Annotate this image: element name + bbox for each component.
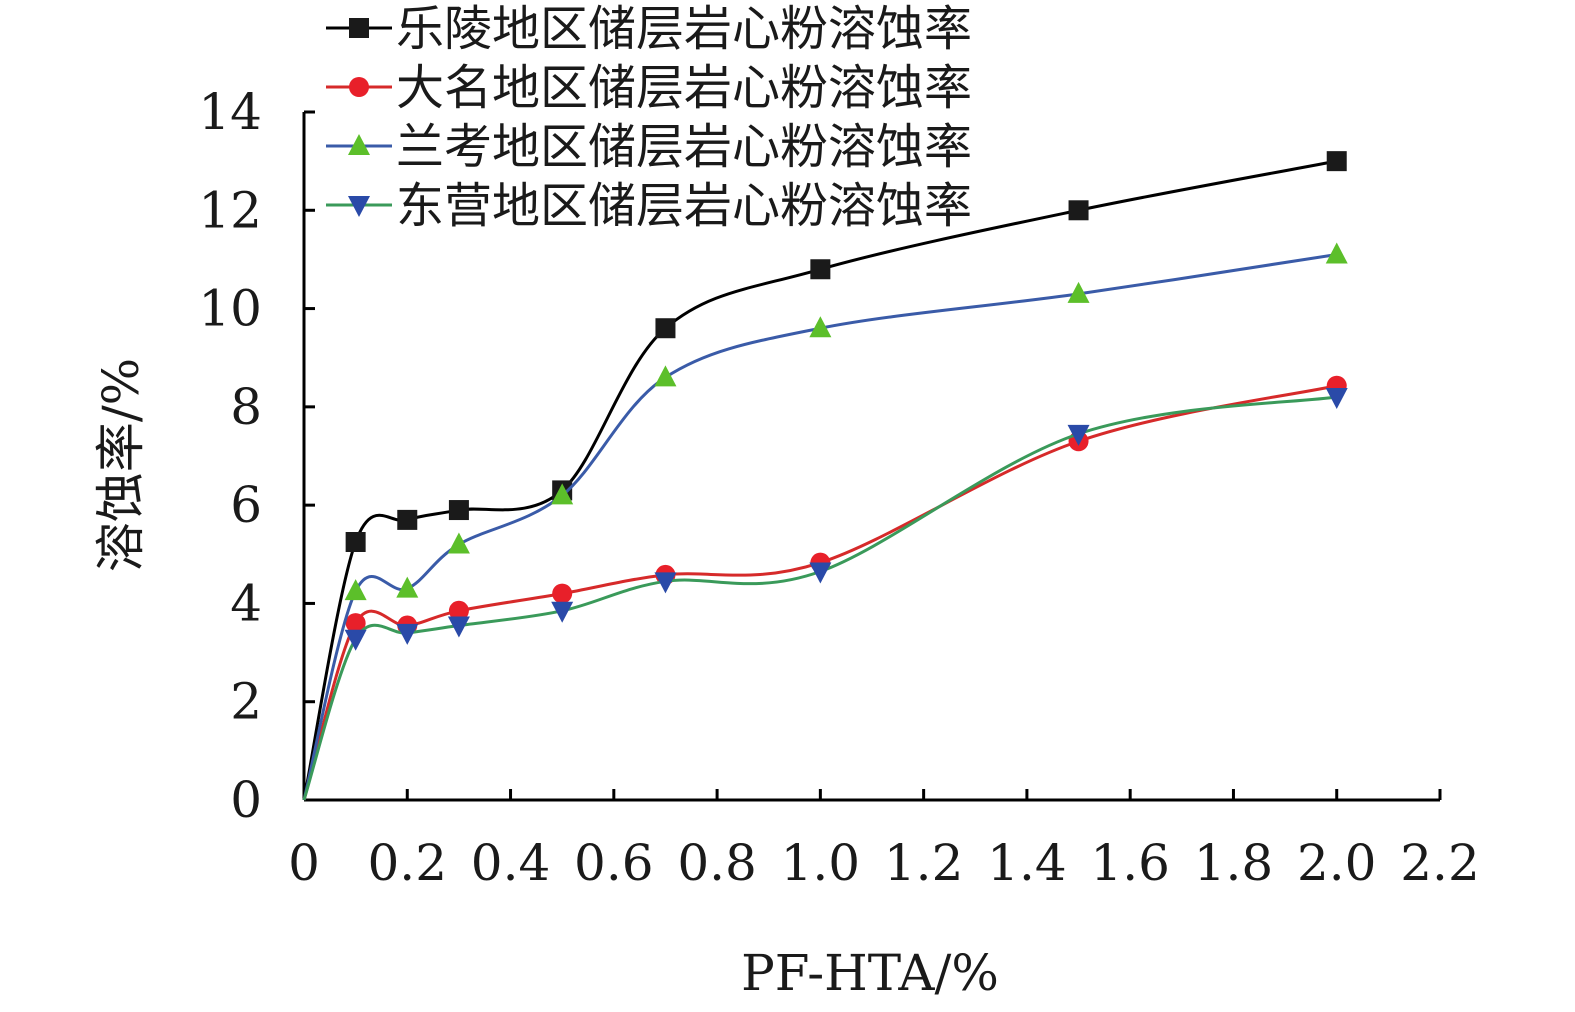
data-point (344, 579, 367, 601)
series-line (302, 159, 1338, 801)
x-tick-label: 0.6 (574, 834, 654, 892)
legend-item-4: 东营地区储层岩心粉溶蚀率 (326, 178, 972, 234)
y-tick-label: 12 (198, 181, 262, 239)
axes: 0 0.2 0.4 0.6 0.8 1.0 1.2 1.4 1.6 1.8 2.0 2.2 0 2 4 6 8 1… (198, 83, 1479, 892)
legend-label: 东营地区储层岩心粉溶蚀率 (396, 178, 972, 234)
x-tick-label: 0.8 (677, 834, 757, 892)
y-axis-title: 溶蚀率/% (92, 358, 150, 572)
data-point (1068, 200, 1089, 221)
x-tick-label: 1.6 (1090, 834, 1170, 892)
x-tick-label: 0.4 (471, 834, 551, 892)
series-1 (302, 151, 1347, 801)
legend-marker (348, 196, 370, 217)
data-point (654, 365, 677, 387)
x-tick-label: 1.0 (781, 834, 861, 892)
x-tick-label: 2.2 (1400, 834, 1480, 892)
data-point (809, 562, 832, 584)
data-point (655, 318, 676, 339)
y-tick-label: 2 (230, 673, 262, 731)
data-point (1325, 242, 1348, 264)
data-point (345, 613, 366, 634)
legend-marker (349, 77, 369, 97)
data-point (1326, 151, 1347, 172)
legend-marker (348, 134, 370, 155)
data-point (396, 576, 419, 598)
legend-item-1: 乐陵地区储层岩心粉溶蚀率 (326, 1, 972, 57)
y-tick-label: 0 (230, 771, 262, 829)
series-4 (302, 388, 1348, 801)
x-axis-title: PF-HTA/% (741, 944, 999, 1002)
legend-label: 兰考地区储层岩心粉溶蚀率 (396, 119, 972, 175)
data-point (397, 509, 418, 530)
legend-item-2: 大名地区储层岩心粉溶蚀率 (326, 60, 972, 116)
data-point (447, 616, 470, 638)
data-point (447, 532, 470, 554)
data-point (396, 623, 419, 645)
data-point (448, 500, 469, 521)
legend-label: 大名地区储层岩心粉溶蚀率 (396, 60, 972, 116)
series-line (302, 395, 1337, 801)
data-point (1067, 424, 1090, 446)
legend-label: 乐陵地区储层岩心粉溶蚀率 (396, 1, 972, 57)
x-tick-label: 0.2 (368, 834, 448, 892)
legend-marker (349, 18, 369, 38)
y-tick-label: 14 (198, 83, 262, 141)
data-point (809, 316, 832, 338)
data-point (810, 259, 831, 280)
data-point (1067, 281, 1090, 303)
legend-item-3: 兰考地区储层岩心粉溶蚀率 (326, 119, 972, 175)
data-point (552, 583, 573, 604)
x-tick-label: 1.4 (987, 834, 1067, 892)
x-tick-label: 0 (288, 834, 320, 892)
x-tick-label: 1.2 (884, 834, 964, 892)
legend: 乐陵地区储层岩心粉溶蚀率大名地区储层岩心粉溶蚀率兰考地区储层岩心粉溶蚀率东营地区… (326, 1, 972, 234)
y-tick-label: 6 (230, 476, 262, 534)
data-point (654, 572, 677, 594)
data-point (551, 601, 574, 623)
data-point (551, 483, 574, 505)
data-point (344, 629, 367, 651)
y-tick-label: 10 (198, 280, 262, 338)
series-2 (302, 375, 1347, 801)
series-line (302, 384, 1338, 801)
data-point (1325, 388, 1348, 410)
data-point (448, 600, 469, 621)
series-layer (302, 151, 1348, 801)
series-3 (302, 242, 1348, 801)
data-point (345, 532, 366, 552)
x-tick-label: 2.0 (1297, 834, 1377, 892)
y-tick-label: 4 (230, 574, 262, 632)
y-tick-label: 8 (230, 378, 262, 436)
x-tick-label: 1.8 (1194, 834, 1274, 892)
